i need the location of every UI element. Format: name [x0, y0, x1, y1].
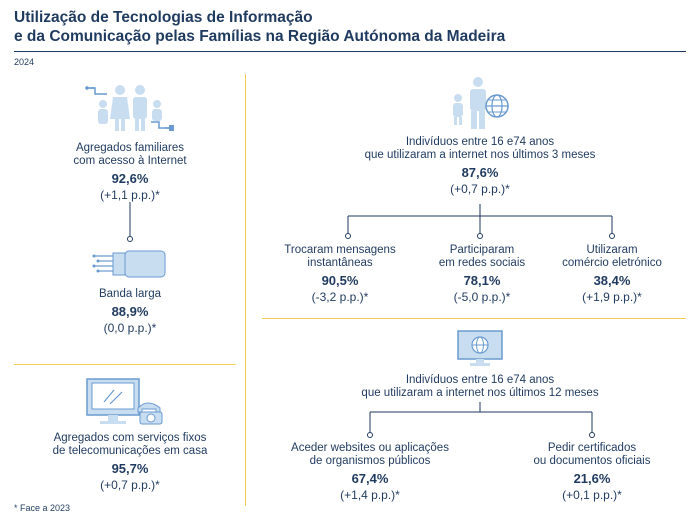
- internet-3m-label: Indivíduos entre 16 e74 anos que utiliza…: [330, 136, 630, 162]
- family-icon: [85, 85, 174, 131]
- public-sites-label: Aceder websites ou aplicações de organis…: [270, 442, 470, 468]
- ecommerce-value: 38,4%: [593, 273, 631, 288]
- ecommerce-change: (+1,9 p.p.)*: [582, 290, 642, 304]
- ecommerce-label: Utilizaram comércio eletrónico: [542, 244, 682, 270]
- label-line: Trocaram mensagens: [284, 244, 396, 256]
- telecom-value: 95,7%: [111, 461, 149, 476]
- internet-12m-block: Indivíduos entre 16 e74 anos que utiliza…: [320, 374, 640, 400]
- label-line: Agregados familiares: [75, 142, 185, 154]
- label-line: Aceder websites ou aplicações: [291, 442, 449, 454]
- label-line: comércio eletrónico: [562, 257, 662, 269]
- broadband-value: 88,9%: [111, 304, 149, 319]
- public-sites-block: Aceder websites ou aplicações de organis…: [270, 442, 470, 503]
- certificates-value: 21,6%: [573, 471, 611, 486]
- right-section-divider: [262, 318, 686, 319]
- telecom-change: (+0,7 p.p.)*: [100, 478, 160, 492]
- certificates-block: Pedir certificados ou documentos oficiai…: [502, 442, 682, 503]
- telecom-label: Agregados com serviços fixos de telecomu…: [20, 432, 240, 458]
- label-line: instantâneas: [307, 257, 373, 269]
- households-broadband-connector: [127, 202, 133, 242]
- messaging-label: Trocaram mensagens instantâneas: [270, 244, 410, 270]
- title-line-2: e da Comunicação pelas Famílias na Regiã…: [14, 28, 506, 45]
- messaging-value: 90,5%: [321, 273, 359, 288]
- left-section-divider: [14, 364, 236, 365]
- label-line: de telecomunicações em casa: [52, 445, 208, 457]
- households-internet-label: Agregados familiares com acesso à Intern…: [30, 142, 230, 168]
- ecommerce-block: Utilizaram comércio eletrónico 38,4% (+1…: [542, 244, 682, 305]
- certificates-label: Pedir certificados ou documentos oficiai…: [502, 442, 682, 468]
- monitor-phone-icon: [86, 378, 163, 425]
- footnote: * Face a 2023: [14, 503, 71, 513]
- public-sites-value: 67,4%: [351, 471, 389, 486]
- internet-3m-change: (+0,7 p.p.)*: [450, 182, 510, 196]
- person-globe-icon: [453, 77, 509, 129]
- label-line: Pedir certificados: [547, 442, 637, 454]
- infographic-title: Utilização de Tecnologias de Informação …: [14, 8, 505, 46]
- messaging-block: Trocaram mensagens instantâneas 90,5% (-…: [270, 244, 410, 305]
- title-line-1: Utilização de Tecnologias de Informação: [14, 9, 313, 26]
- internet-12m-label: Indivíduos entre 16 e74 anos que utiliza…: [320, 374, 640, 400]
- label-line: Participaram: [449, 244, 515, 256]
- broadband-block: Banda larga 88,9% (0,0 p.p.)*: [30, 288, 230, 336]
- label-line: com acesso à Internet: [73, 155, 187, 167]
- telecom-block: Agregados com serviços fixos de telecomu…: [20, 432, 240, 493]
- label-line: em redes sociais: [438, 257, 526, 269]
- internet-3m-value: 87,6%: [461, 165, 499, 180]
- label-line: que utilizaram a internet nos últimos 12…: [361, 387, 599, 399]
- broadband-label: Banda larga: [98, 288, 162, 300]
- households-internet-value: 92,6%: [111, 171, 149, 186]
- label-line: Indivíduos entre 16 e74 anos: [405, 136, 555, 148]
- monitor-globe-icon: [457, 330, 503, 366]
- broadband-change: (0,0 p.p.)*: [103, 321, 157, 335]
- social-label: Participaram em redes sociais: [412, 244, 552, 270]
- label-line: Indivíduos entre 16 e74 anos: [405, 374, 555, 386]
- social-change: (-5,0 p.p.)*: [453, 290, 511, 304]
- internet-3m-block: Indivíduos entre 16 e74 anos que utiliza…: [330, 136, 630, 197]
- label-line: de organismos públicos: [309, 455, 431, 467]
- label-line: que utilizaram a internet nos últimos 3 …: [364, 149, 596, 161]
- messaging-change: (-3,2 p.p.)*: [311, 290, 369, 304]
- title-rule: [14, 51, 686, 52]
- column-divider: [245, 74, 246, 506]
- certificates-change: (+0,1 p.p.)*: [562, 488, 622, 502]
- label-line: Agregados com serviços fixos: [53, 432, 207, 444]
- households-internet-change: (+1,1 p.p.)*: [100, 188, 160, 202]
- label-line: ou documentos oficiais: [533, 455, 651, 467]
- social-block: Participaram em redes sociais 78,1% (-5,…: [412, 244, 552, 305]
- internet-12m-tree-connector: [367, 402, 595, 438]
- households-internet-block: Agregados familiares com acesso à Intern…: [30, 142, 230, 203]
- social-value: 78,1%: [463, 273, 501, 288]
- public-sites-change: (+1,4 p.p.)*: [340, 488, 400, 502]
- year-label: 2024: [14, 57, 35, 67]
- broadband-cable-icon: [92, 250, 166, 278]
- label-line: Utilizaram: [586, 244, 638, 256]
- internet-3m-tree-connector: [345, 204, 615, 239]
